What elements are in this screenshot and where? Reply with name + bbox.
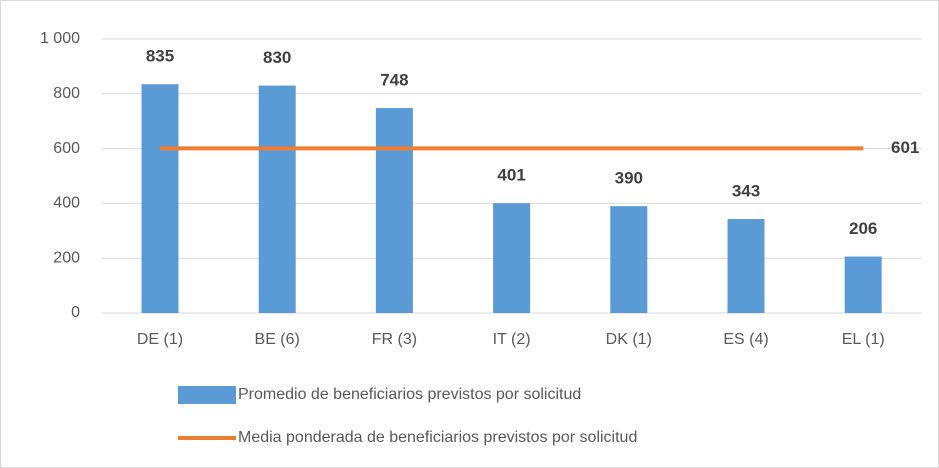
legend-label: Promedio de beneficiarios previstos por … [238, 386, 581, 403]
x-tick-label: EL (1) [842, 331, 885, 348]
y-tick-label: 0 [71, 304, 80, 321]
y-tick-label: 200 [53, 249, 80, 266]
value-label: 401 [497, 166, 525, 185]
legend-label: Media ponderada de beneficiarios previst… [238, 429, 637, 446]
x-tick-label: DE (1) [137, 331, 183, 348]
value-label: 748 [380, 71, 408, 90]
value-label: 601 [891, 138, 919, 157]
y-tick-label: 400 [53, 195, 80, 212]
bar [493, 203, 531, 313]
value-label: 206 [849, 219, 877, 238]
x-tick-label: IT (2) [493, 331, 531, 348]
value-label: 343 [732, 182, 760, 201]
bar [727, 219, 765, 313]
bar [610, 206, 648, 313]
x-tick-label: BE (6) [255, 331, 300, 348]
y-tick-label: 1 000 [40, 30, 80, 47]
y-tick-label: 600 [53, 140, 80, 157]
bar [844, 256, 882, 313]
x-tick-label: FR (3) [372, 331, 417, 348]
value-label: 390 [615, 169, 643, 188]
value-label: 835 [146, 47, 174, 66]
x-tick-label: DK (1) [606, 331, 652, 348]
bar [258, 85, 296, 313]
bar [141, 84, 179, 314]
bar [375, 108, 413, 313]
y-tick-label: 800 [53, 85, 80, 102]
x-tick-label: ES (4) [723, 331, 768, 348]
value-label: 830 [263, 48, 291, 67]
legend-swatch [178, 386, 236, 404]
